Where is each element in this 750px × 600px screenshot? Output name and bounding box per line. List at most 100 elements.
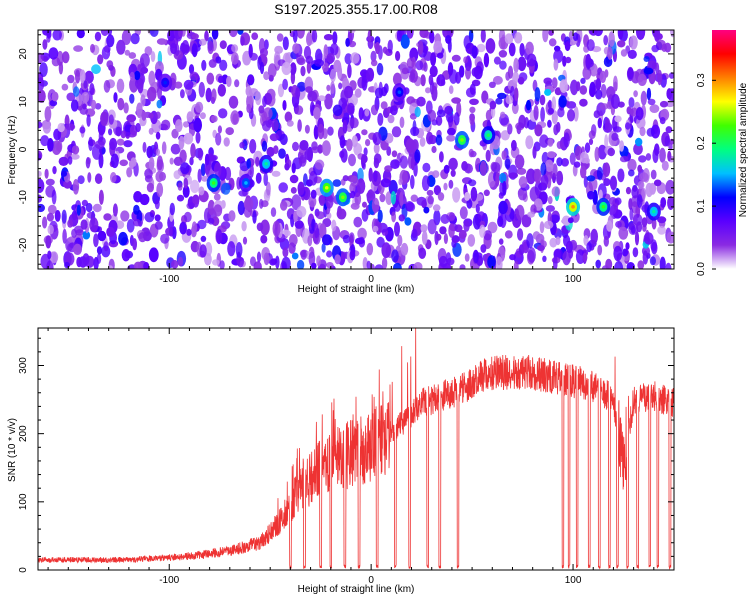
heatmap-cell <box>617 40 626 48</box>
heatmap-cell <box>448 157 458 171</box>
heatmap-cell <box>561 158 569 167</box>
heatmap-cell <box>518 114 526 129</box>
heatmap-cell <box>50 251 59 264</box>
heatmap-cell <box>350 202 360 210</box>
heatmap-cell <box>189 71 199 81</box>
heatmap-cell <box>296 57 306 66</box>
heatmap-cell <box>350 175 359 187</box>
heatmap-cell <box>116 138 125 146</box>
heatmap-cell <box>169 157 174 165</box>
heatmap-cell <box>207 40 214 55</box>
heatmap-cell <box>639 126 646 137</box>
heatmap-cell <box>120 210 130 222</box>
heatmap-cell <box>183 79 194 90</box>
heatmap-cell <box>296 206 307 218</box>
heatmap-cell <box>38 77 45 91</box>
heatmap-cell <box>394 221 400 237</box>
heatmap-cell <box>575 249 585 264</box>
heatmap-cell <box>313 124 319 140</box>
x-tick-label: 100 <box>565 575 582 586</box>
heatmap-cell <box>297 119 302 132</box>
heatmap-cell <box>409 69 418 83</box>
heatmap-cell <box>228 30 238 38</box>
heatmap-cell <box>400 242 409 256</box>
heatmap-cell <box>180 89 185 99</box>
heatmap-cell <box>110 172 117 183</box>
heatmap-cell <box>178 30 183 38</box>
heatmap-cell <box>94 173 103 184</box>
heatmap-cell <box>46 30 52 39</box>
heatmap-cell <box>82 253 90 266</box>
snr-y-ticks: 0 100 200 300 <box>18 337 674 573</box>
heatmap-cell <box>527 119 537 130</box>
snr-x-axis-label: Height of straight line (km) <box>298 584 415 595</box>
heatmap-cell <box>390 105 398 116</box>
heatmap-cell <box>278 182 289 193</box>
heatmap-cell <box>255 156 260 167</box>
heatmap-cell <box>579 98 588 107</box>
heatmap-cell <box>300 249 307 260</box>
heatmap-cell <box>57 122 65 133</box>
heatmap-cell <box>391 211 396 223</box>
heatmap-cell <box>527 211 535 218</box>
heatmap-cell <box>603 35 609 46</box>
heatmap-cell <box>73 243 82 255</box>
heatmap-cell <box>88 136 93 151</box>
snr-y-axis-label: SNR (10 * v/v) <box>7 418 18 482</box>
heatmap-cell <box>205 87 212 103</box>
heatmap-cell <box>418 247 427 259</box>
heatmap-cell <box>647 98 656 106</box>
heatmap-cell <box>473 249 479 264</box>
heatmap-cell <box>496 256 503 269</box>
heatmap-cell <box>390 159 400 170</box>
heatmap-cell <box>330 81 335 95</box>
heatmap-cell <box>314 159 325 170</box>
heatmap-cell <box>38 203 45 213</box>
heatmap-cell <box>133 261 143 269</box>
heatmap-cell <box>306 61 312 74</box>
heatmap-cell <box>628 169 635 177</box>
heatmap-cell <box>605 258 613 269</box>
heatmap-cell <box>653 179 662 187</box>
heatmap-cell <box>556 141 563 149</box>
heatmap-cell <box>622 248 629 257</box>
heatmap-cell <box>323 34 334 41</box>
heatmap-cell <box>44 168 49 179</box>
heatmap-cell <box>507 65 514 79</box>
heatmap-cell <box>373 153 382 164</box>
heatmap-cell <box>659 147 666 163</box>
heatmap-cell <box>250 256 256 267</box>
heatmap-cell <box>653 30 661 42</box>
heatmap-cell <box>514 32 523 44</box>
heatmap-cell <box>46 212 55 222</box>
heatmap-hotspot-core <box>486 133 491 137</box>
heatmap-cell <box>103 241 109 252</box>
heatmap-cell <box>471 45 478 59</box>
heatmap-cell <box>148 156 155 171</box>
heatmap-cell <box>629 107 638 117</box>
heatmap-cell <box>327 126 334 136</box>
snr-x-ticks: -100 0 100 <box>47 328 675 586</box>
heatmap-cell <box>565 56 572 64</box>
heatmap-cell <box>427 219 437 235</box>
heatmap-cell <box>399 155 409 169</box>
heatmap-cell <box>204 242 213 257</box>
heatmap-cell <box>76 204 81 216</box>
heatmap-cell <box>459 264 466 269</box>
heatmap-cell <box>148 247 159 263</box>
heatmap-cell <box>397 234 403 247</box>
heatmap-cell <box>308 251 316 267</box>
heatmap-cell <box>556 157 563 167</box>
heatmap-cell <box>66 92 76 102</box>
heatmap-cell <box>223 137 230 147</box>
heatmap-cell <box>161 141 167 155</box>
heatmap-cell <box>349 232 355 244</box>
heatmap-cell <box>372 132 382 146</box>
heatmap-cell <box>582 252 588 262</box>
heatmap-cell <box>133 191 143 203</box>
heatmap-cell <box>651 44 659 53</box>
heatmap-cell <box>160 233 170 244</box>
heatmap-cell <box>439 151 444 163</box>
heatmap-cell <box>380 178 391 188</box>
heatmap-cell <box>665 126 673 134</box>
